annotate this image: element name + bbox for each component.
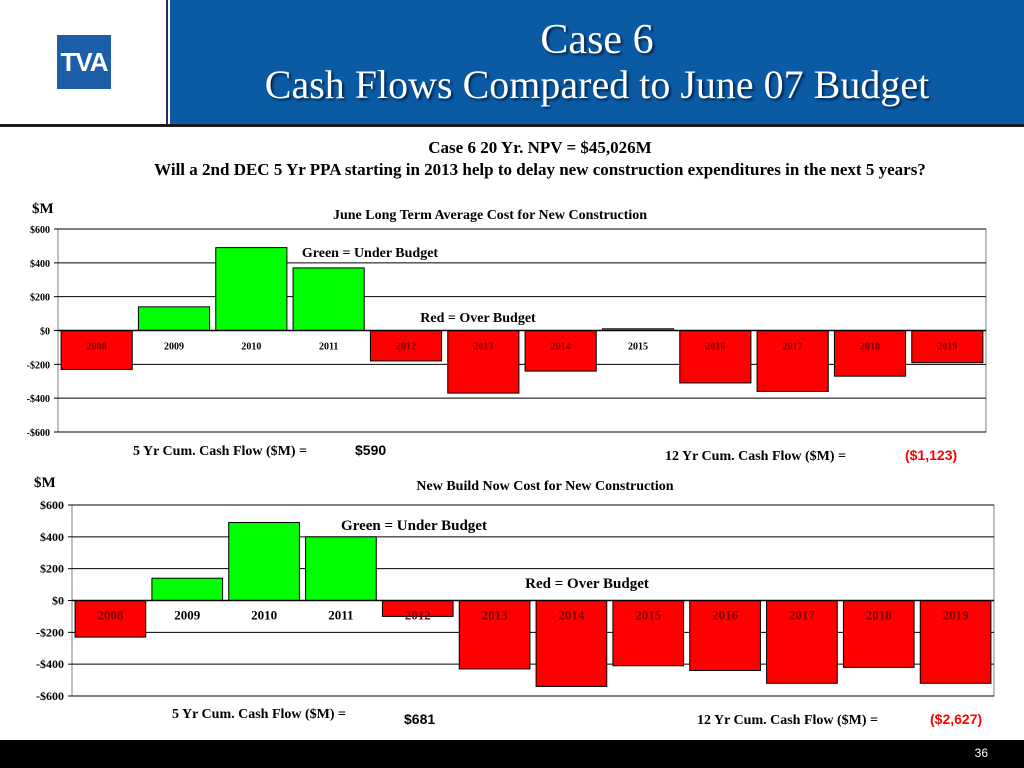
bar-2017 <box>766 600 838 684</box>
y-tick-label: -$200 <box>27 360 50 371</box>
cum5-value: $590 <box>355 442 386 458</box>
cum12-label: 12 Yr Cum. Cash Flow ($M) = <box>665 449 846 464</box>
cum12-label: 12 Yr Cum. Cash Flow ($M) = <box>697 713 878 728</box>
cum5-value: $681 <box>404 711 435 727</box>
y-tick-label: $200 <box>30 293 50 304</box>
category-label: 2010 <box>251 608 277 623</box>
green-annotation: Green = Under Budget <box>302 246 439 261</box>
npv-line: Case 6 20 Yr. NPV = $45,026M <box>428 138 652 157</box>
page-number: 36 <box>974 746 988 760</box>
y-tick-label: -$400 <box>27 394 50 405</box>
bar-2019 <box>911 330 984 364</box>
title-bar: Case 6 Cash Flows Compared to June 07 Bu… <box>170 0 1024 124</box>
category-label: 2008 <box>87 342 107 353</box>
bar-2011 <box>292 267 365 331</box>
case-summary: Case 6 20 Yr. NPV = $45,026M Will a 2nd … <box>110 137 970 181</box>
bar-2008 <box>60 330 133 370</box>
bar-2013 <box>458 600 531 670</box>
bar-2018 <box>833 330 907 377</box>
y-tick-label: $400 <box>40 530 64 544</box>
category-label: 2015 <box>628 342 648 353</box>
category-label: 2018 <box>860 342 880 353</box>
y-axis-label: $M <box>34 475 56 491</box>
y-tick-label: $0 <box>40 327 50 338</box>
category-label: 2013 <box>473 342 493 353</box>
red-annotation: Red = Over Budget <box>420 311 536 326</box>
category-label: 2016 <box>712 608 739 623</box>
category-label: 2017 <box>789 608 816 623</box>
category-label: 2019 <box>937 342 957 353</box>
bar-2011 <box>305 536 377 601</box>
cum5-label: 5 Yr Cum. Cash Flow ($M) = <box>133 444 307 459</box>
cum12-value: ($2,627) <box>930 711 982 727</box>
charts-canvas: $600 $400 $200 $0 -$200 -$400 -$600 2008 2009 201… <box>27 201 995 728</box>
category-label: 2018 <box>866 608 893 623</box>
cum12-value: ($1,123) <box>905 447 957 463</box>
category-label: 2010 <box>241 342 261 353</box>
y-tick-label: $0 <box>52 594 64 608</box>
category-label: 2019 <box>943 608 970 623</box>
category-label: 2011 <box>328 608 353 623</box>
y-tick-label: -$400 <box>36 657 64 671</box>
bar-2014 <box>535 600 608 687</box>
bar-2014 <box>524 330 597 372</box>
bar-2008 <box>74 600 147 638</box>
bar-2010 <box>228 522 300 602</box>
footer-bar: 36 <box>0 740 1024 768</box>
category-label: 2016 <box>705 342 725 353</box>
y-tick-label: $600 <box>40 498 64 512</box>
category-label: 2013 <box>482 608 509 623</box>
category-label: 2017 <box>783 342 803 353</box>
y-tick-label: -$600 <box>27 428 50 439</box>
category-label: 2014 <box>551 342 571 353</box>
y-tick-label: -$200 <box>36 625 64 639</box>
bar-2010 <box>215 247 288 332</box>
category-label: 2008 <box>97 608 124 623</box>
y-axis-label: $M <box>32 201 54 217</box>
y-tick-label: $200 <box>40 562 64 576</box>
logo-panel: TVA <box>0 0 168 124</box>
bar-2009 <box>151 577 224 602</box>
category-label: 2009 <box>164 342 184 353</box>
bar-2015 <box>612 600 685 667</box>
category-label: 2011 <box>319 342 338 353</box>
y-tick-label: -$600 <box>36 689 64 703</box>
cum5-label: 5 Yr Cum. Cash Flow ($M) = <box>172 707 346 722</box>
bar-2012 <box>369 330 443 362</box>
y-tick-label: $400 <box>30 259 50 270</box>
bar-2009 <box>137 306 211 332</box>
category-label: 2015 <box>635 608 662 623</box>
bar-2016 <box>679 330 752 384</box>
category-label: 2012 <box>405 608 431 623</box>
bar-2019 <box>919 600 992 684</box>
category-label: 2014 <box>558 608 585 623</box>
bar-2013 <box>447 330 520 394</box>
category-label: 2009 <box>174 608 201 623</box>
tva-logo: TVA <box>57 35 111 89</box>
slide-title: Case 6 <box>540 17 654 63</box>
question-line: Will a 2nd DEC 5 Yr PPA starting in 2013… <box>154 160 926 179</box>
slide-subtitle-heading: Cash Flows Compared to June 07 Budget <box>264 62 930 107</box>
bar-2018 <box>842 600 915 668</box>
category-label: 2012 <box>396 342 416 353</box>
chart-title: New Build Now Cost for New Construction <box>416 479 673 494</box>
bar-2017 <box>756 330 829 392</box>
title-divider <box>0 124 1024 127</box>
red-annotation: Red = Over Budget <box>525 576 649 592</box>
chart-title: June Long Term Average Cost for New Cons… <box>333 208 647 223</box>
green-annotation: Green = Under Budget <box>341 518 487 534</box>
y-tick-label: $600 <box>30 225 50 236</box>
